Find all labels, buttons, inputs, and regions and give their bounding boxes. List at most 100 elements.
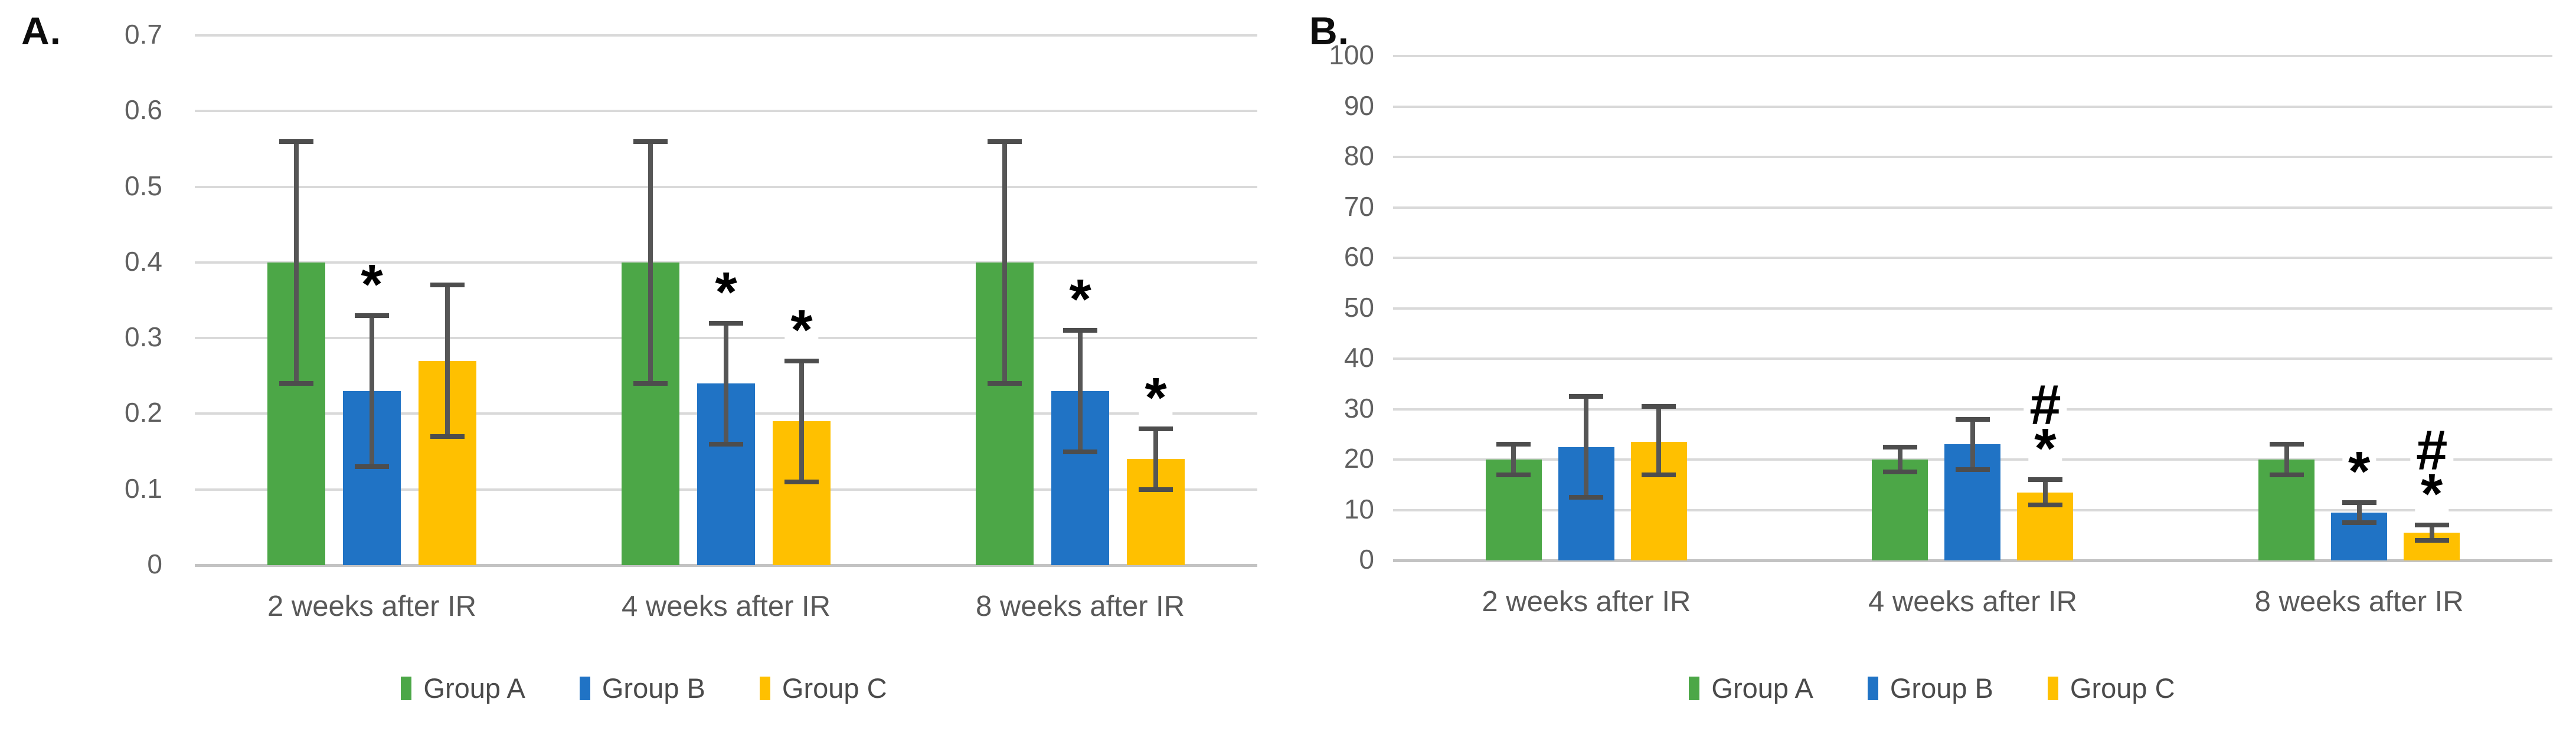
y-axis-tick-label: 10 xyxy=(1343,493,1374,524)
asterisk-marker: * xyxy=(2342,443,2376,500)
hash-marker: # xyxy=(2410,422,2454,479)
y-axis-tick-label: 80 xyxy=(1343,140,1374,171)
asterisk-marker: * xyxy=(1139,370,1173,426)
significance-annotation: * xyxy=(709,264,743,320)
panel-b-label: B. xyxy=(1309,9,1349,52)
y-axis-tick-label: 0.4 xyxy=(125,245,162,277)
x-axis-category-label: 4 weeks after IR xyxy=(1868,586,2077,618)
error-bar-bottom-cap xyxy=(355,464,389,470)
asterisk-marker: * xyxy=(1063,271,1097,328)
gridline xyxy=(1393,55,2552,57)
legend: Group A Group B Group C xyxy=(0,674,1288,703)
error-bar-bottom-cap xyxy=(1569,495,1604,500)
bar-cell xyxy=(1485,56,1542,560)
error-bar-top-cap xyxy=(2269,442,2304,447)
bar-group: * * xyxy=(903,35,1257,565)
error-bar-bottom-cap xyxy=(2269,472,2304,477)
panel-b: B. # * * # * 100 90 80 70 60 50 40 30 20 10 0 2 weeks af… xyxy=(1288,0,2576,735)
bar-group xyxy=(1393,56,1780,560)
bar-group: * # * xyxy=(2166,56,2552,560)
error-bar-top-cap xyxy=(1139,426,1173,432)
legend-color-swatch xyxy=(579,677,590,700)
error-bar-bottom-cap xyxy=(633,381,668,386)
error-bar-top-cap xyxy=(709,320,743,326)
legend-label: Group C xyxy=(782,672,887,704)
bar-cell: * xyxy=(697,35,755,565)
gridline xyxy=(1393,357,2552,360)
y-axis-tick-label: 50 xyxy=(1343,291,1374,323)
error-bar-top-cap xyxy=(1955,416,1990,422)
bar-group-a xyxy=(1872,460,1928,560)
error-bar-top-cap xyxy=(1569,394,1604,399)
error-bar-bottom-cap xyxy=(1955,467,1990,472)
gridline xyxy=(195,185,1257,188)
error-bar-bottom-cap xyxy=(2342,520,2376,525)
gridline xyxy=(195,261,1257,264)
error-bar-top-cap xyxy=(988,139,1022,144)
panel-a: A. * * * * * 0.7 0.6 0.5 0.4 0.3 0.2 0.1 0 2 weeks af… xyxy=(0,9,1288,703)
bar-cell xyxy=(267,35,325,565)
significance-annotation: # * xyxy=(2410,422,2454,523)
x-axis-category-label: 2 weeks after IR xyxy=(267,590,477,622)
y-axis-tick-label: 0.6 xyxy=(125,94,162,126)
error-bar-line xyxy=(2284,444,2289,475)
error-bar-line xyxy=(1511,444,1516,475)
bar-cell xyxy=(1630,56,1687,560)
y-axis-tick-label: 40 xyxy=(1343,342,1374,373)
hash-marker: # xyxy=(2023,377,2067,434)
error-bar-bottom-cap xyxy=(709,441,743,447)
gridline xyxy=(1393,408,2552,411)
error-bar-top-cap xyxy=(1642,404,1676,409)
error-bar-line xyxy=(2356,502,2362,523)
asterisk-marker: * xyxy=(2414,466,2449,523)
x-axis-category-label: 2 weeks after IR xyxy=(1482,586,1691,618)
legend-label: Group B xyxy=(601,672,705,704)
y-axis-tick-label: 90 xyxy=(1343,90,1374,121)
bar-group: # * xyxy=(1780,56,2166,560)
error-bar-bottom-cap xyxy=(1642,472,1676,477)
y-axis-tick-label: 0.3 xyxy=(125,321,162,353)
significance-annotation: * xyxy=(1139,370,1173,426)
error-bar-top-cap xyxy=(279,139,313,144)
error-bar-line xyxy=(1970,419,1975,470)
error-bar-bottom-cap xyxy=(1139,487,1173,492)
plot-area: * * * * * xyxy=(195,34,1257,567)
legend-color-swatch xyxy=(401,677,412,700)
bar-cell: * xyxy=(343,35,401,565)
y-axis-tick-label: 0.5 xyxy=(125,170,162,201)
error-bar-top-cap xyxy=(1496,442,1531,447)
asterisk-marker: * xyxy=(784,301,819,358)
y-axis-tick-label: 0.7 xyxy=(125,19,162,50)
bar-cell xyxy=(976,35,1034,565)
gridline xyxy=(1393,105,2552,108)
y-axis-tick-label: 0.1 xyxy=(125,472,162,504)
error-bar-bottom-cap xyxy=(430,434,465,439)
panel-a-label: A. xyxy=(21,9,61,52)
error-bar-line xyxy=(1584,396,1589,498)
error-bar-line xyxy=(1656,406,1662,475)
error-bar-top-cap xyxy=(430,283,465,288)
asterisk-marker: * xyxy=(2028,421,2062,477)
gridline xyxy=(1393,156,2552,158)
error-bar-bottom-cap xyxy=(2028,502,2062,507)
legend-color-swatch xyxy=(2047,677,2058,700)
plot-area: # * * # * xyxy=(1393,55,2552,562)
legend-color-swatch xyxy=(1867,677,1878,700)
error-bar-bottom-cap xyxy=(1063,449,1097,454)
error-bar-top-cap xyxy=(1882,444,1917,449)
legend: Group A Group B Group C xyxy=(1288,674,2576,703)
gridline xyxy=(1393,307,2552,310)
x-axis-category-label: 4 weeks after IR xyxy=(621,590,831,622)
legend-item-group-c: Group C xyxy=(759,672,887,704)
error-bar-top-cap xyxy=(2028,477,2062,483)
legend-label: Group B xyxy=(1889,672,1993,704)
x-axis-category-label: 8 weeks after IR xyxy=(2254,586,2464,618)
bar-cell: * xyxy=(1051,35,1109,565)
legend-item-group-b: Group B xyxy=(1867,672,1993,704)
bar-cell xyxy=(419,35,476,565)
error-bar-line xyxy=(1002,141,1007,384)
error-bar-line xyxy=(370,315,374,467)
error-bar-top-cap xyxy=(2414,523,2449,528)
y-axis-tick-label: 100 xyxy=(1329,40,1374,70)
